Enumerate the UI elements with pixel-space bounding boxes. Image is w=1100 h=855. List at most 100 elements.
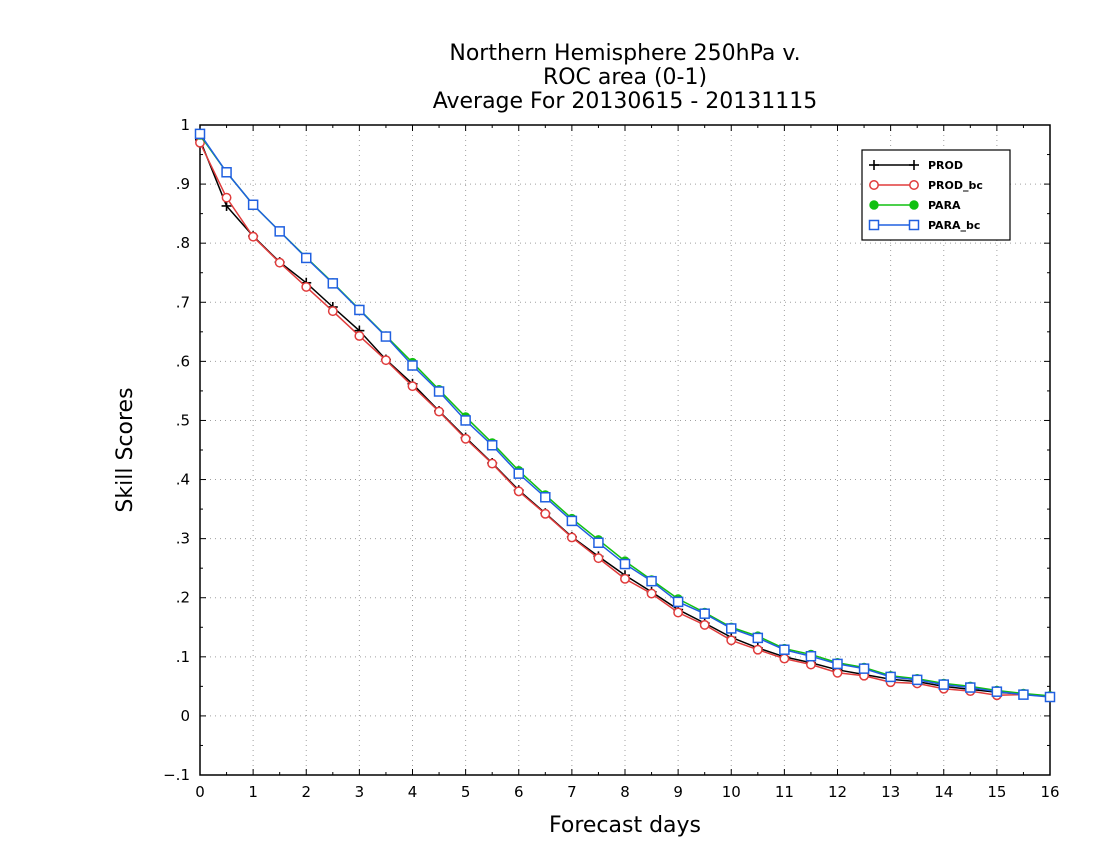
- data-point-prod-bc: [752, 644, 763, 655]
- legend-marker: [908, 219, 920, 231]
- y-tick-label: −.1: [163, 766, 190, 784]
- data-point-para-bc: [832, 658, 843, 670]
- data-point-para-bc: [805, 650, 817, 662]
- data-point-prod-bc: [380, 355, 391, 366]
- data-point-prod-bc: [274, 257, 285, 268]
- data-point-para-bc: [380, 331, 392, 342]
- data-point-para-bc: [965, 682, 976, 693]
- data-point-para-bc: [726, 623, 737, 634]
- legend-item-prod-bc: PROD_bc: [869, 179, 983, 192]
- legend-marker: [909, 200, 919, 210]
- x-tick-label: 10: [722, 783, 741, 801]
- y-tick-label: .5: [176, 411, 190, 429]
- x-tick-label: 14: [934, 783, 953, 801]
- data-point-prod-bc: [673, 607, 684, 618]
- data-point-prod-bc: [620, 573, 630, 584]
- legend-label: PARA_bc: [928, 219, 980, 232]
- data-point-prod-bc: [593, 553, 604, 564]
- y-tick-label: 0: [180, 707, 190, 725]
- x-tick-label: 8: [620, 783, 630, 801]
- data-point-para-bc: [486, 440, 498, 451]
- x-tick-label: 12: [828, 783, 847, 801]
- chart-title-line-2: ROC area (0-1): [543, 65, 707, 90]
- data-point-prod-bc: [779, 653, 790, 664]
- x-tick-label: 7: [567, 783, 577, 801]
- data-point-para-bc: [513, 468, 524, 479]
- y-tick-label: 1: [180, 116, 190, 134]
- data-point-para-bc: [1018, 689, 1029, 700]
- legend-marker: [869, 160, 879, 170]
- data-point-prod-bc: [566, 532, 577, 543]
- x-tick-label: 15: [987, 783, 1006, 801]
- data-point-para-bc: [274, 226, 285, 237]
- data-point-prod-bc: [460, 433, 471, 444]
- legend-marker: [869, 200, 879, 210]
- y-tick-label: .8: [176, 234, 190, 252]
- axes: 0 1 2 3 4 5 6 7 8 9 10 11 12 13 14 15 16−.10.1.2.3.4.5.6…: [163, 116, 1059, 801]
- data-point-para-bc: [540, 492, 551, 503]
- series-group: [194, 128, 1056, 703]
- x-tick-label: 13: [881, 783, 900, 801]
- y-tick-label: .1: [176, 648, 190, 666]
- x-tick-label: 5: [461, 783, 471, 801]
- chart-title-line-3: Average For 20130615 - 20131115: [433, 89, 818, 114]
- legend-item-para-bc: PARA_bc: [868, 219, 980, 232]
- data-point-para-bc: [1044, 691, 1056, 703]
- y-tick-label: .7: [176, 293, 190, 311]
- data-point-prod-bc: [301, 281, 312, 292]
- legend-marker: [909, 180, 919, 190]
- y-tick-label: .2: [176, 589, 190, 607]
- data-point-para-bc: [407, 360, 418, 371]
- data-point-prod-bc: [354, 331, 365, 341]
- series-para-bc: [194, 128, 1056, 703]
- data-point-para-bc: [301, 252, 312, 264]
- x-tick-label: 6: [514, 783, 524, 801]
- data-point-para-bc: [646, 575, 657, 587]
- x-tick-label: 2: [301, 783, 311, 801]
- data-point-para-bc: [247, 199, 259, 211]
- data-point-para-bc: [699, 608, 710, 619]
- data-point-prod-bc: [407, 381, 418, 392]
- data-point-prod-bc: [832, 667, 843, 678]
- data-point-prod-bc: [327, 306, 338, 317]
- data-point-prod-bc: [540, 508, 551, 519]
- legend-label: PROD: [928, 159, 963, 172]
- data-point-prod-bc: [221, 192, 232, 203]
- y-tick-label: .9: [176, 175, 190, 193]
- data-point-prod-bc: [487, 458, 498, 469]
- data-point-prod-bc: [805, 659, 816, 670]
- x-tick-label: 1: [248, 783, 258, 801]
- data-point-para-bc: [354, 304, 365, 316]
- data-point-para-bc: [938, 679, 949, 690]
- x-tick-label: 0: [195, 783, 205, 801]
- legend-marker: [869, 180, 879, 190]
- chart-title-line-1: Northern Hemisphere 250hPa v.: [449, 41, 800, 66]
- data-point-para-bc: [194, 128, 206, 140]
- data-point-para-bc: [672, 596, 684, 608]
- data-point-prod-bc: [434, 406, 445, 417]
- data-point-para-bc: [911, 674, 923, 686]
- y-tick-label: .3: [176, 530, 190, 548]
- data-point-prod-bc: [248, 231, 259, 242]
- data-point-para-bc: [566, 515, 578, 527]
- data-point-para-bc: [327, 278, 339, 289]
- x-tick-label: 16: [1040, 783, 1059, 801]
- data-point-prod-bc: [699, 619, 710, 630]
- x-tick-label: 4: [408, 783, 418, 801]
- x-tick-label: 9: [673, 783, 683, 801]
- y-tick-label: .4: [176, 471, 190, 489]
- data-point-para-bc: [593, 537, 604, 549]
- legend-marker: [868, 219, 880, 231]
- x-tick-label: 3: [355, 783, 365, 801]
- legend-item-para: PARA: [869, 199, 961, 212]
- data-point-para-bc: [460, 415, 471, 426]
- legend-marker: [909, 160, 919, 170]
- data-point-prod-bc: [646, 588, 657, 599]
- data-point-para-bc: [619, 558, 631, 570]
- legend-label: PARA: [928, 199, 961, 212]
- legend-label: PROD_bc: [928, 179, 983, 192]
- data-point-para-bc: [752, 632, 764, 644]
- x-axis-title: Forecast days: [549, 813, 701, 838]
